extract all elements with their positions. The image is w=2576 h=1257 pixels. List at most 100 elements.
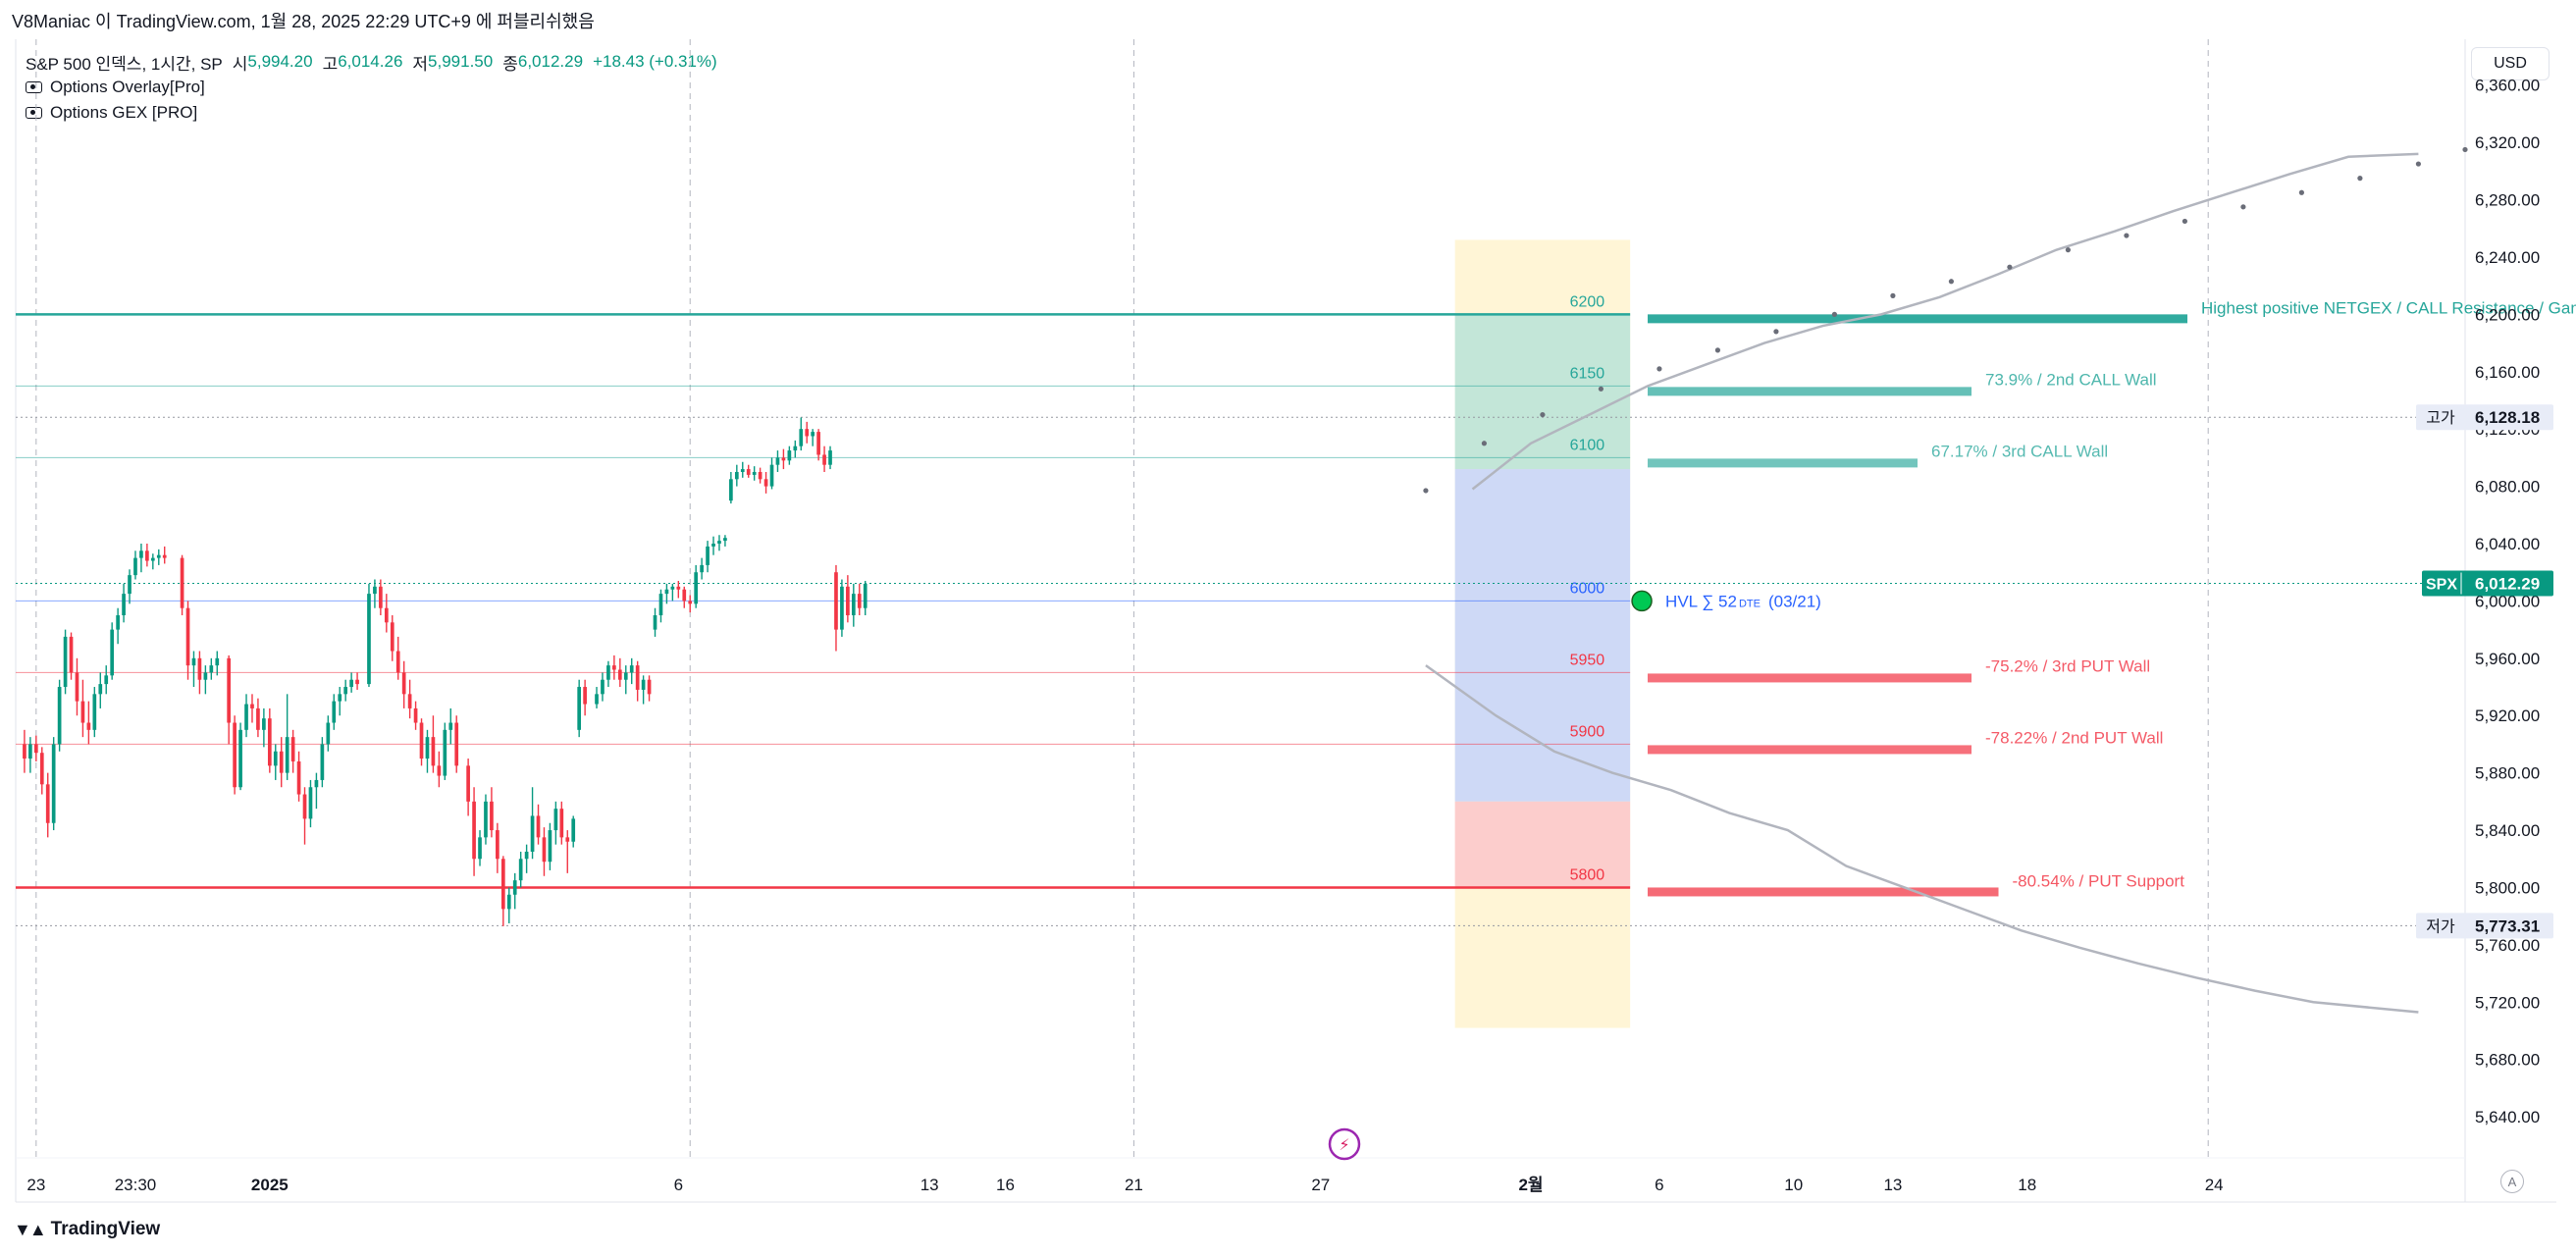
- candle-body: [373, 586, 377, 595]
- candle-body: [816, 432, 820, 455]
- projection-dot: [2357, 176, 2363, 182]
- candle-body: [635, 665, 640, 690]
- projection-dot: [1890, 292, 1896, 298]
- price-tick-label: 5,920.00: [2475, 707, 2540, 725]
- candle-body: [233, 722, 237, 788]
- candle-body: [180, 557, 184, 608]
- candle-body: [734, 471, 739, 480]
- zone-neutral-zone: [1454, 469, 1631, 802]
- currency-selector[interactable]: USD: [2471, 47, 2550, 80]
- time-tick-label: 2월: [1518, 1176, 1543, 1194]
- close-label: 종: [502, 54, 518, 74]
- candle-body: [670, 586, 675, 590]
- current-price-value: 6,012.29: [2475, 574, 2540, 593]
- candle-body: [601, 679, 605, 695]
- tradingview-logo: ▼▲ TradingView: [14, 1219, 160, 1240]
- candle-body: [355, 679, 359, 685]
- candle-body: [139, 550, 143, 558]
- price-tick-label: 6,360.00: [2475, 77, 2540, 95]
- price-tick-label: 5,680.00: [2475, 1051, 2540, 1070]
- candle-body: [781, 457, 786, 461]
- candle-body: [805, 429, 810, 437]
- eye-icon[interactable]: [26, 107, 42, 119]
- projection-dot: [1656, 366, 1662, 372]
- extreme-price-value: 6,128.18: [2475, 408, 2540, 427]
- candle-body: [326, 722, 331, 745]
- strike-label: 5950: [1570, 652, 1605, 668]
- tradingview-logo-icon: ▼▲: [14, 1219, 47, 1239]
- gex-bar: [1648, 458, 1919, 468]
- auto-scale-button[interactable]: A: [2500, 1170, 2524, 1193]
- candle-body: [769, 464, 774, 487]
- candle-body: [740, 469, 745, 472]
- hvl-dte-label: DTE: [1739, 598, 1761, 609]
- upper-projection-line: [1471, 152, 2419, 491]
- candle-body: [793, 445, 798, 451]
- candle-body: [209, 665, 214, 673]
- indicator-row[interactable]: Options Overlay[Pro]: [26, 75, 727, 100]
- candle-body: [857, 594, 862, 608]
- candle-body: [729, 479, 733, 501]
- candle-body: [116, 615, 120, 630]
- projection-dot: [2124, 233, 2129, 238]
- candle-body: [717, 541, 721, 545]
- projection-dot: [1773, 329, 1779, 335]
- symbol-title[interactable]: S&P 500 인덱스, 1시간, SP: [26, 54, 223, 74]
- candle-body: [496, 830, 499, 860]
- candle-body: [110, 629, 115, 676]
- candle-body: [612, 665, 616, 670]
- extreme-price-tag: [2416, 913, 2553, 939]
- time-tick-label: 23:30: [115, 1176, 157, 1194]
- candle-body: [332, 701, 337, 723]
- gex-bar-label: -78.22% / 2nd PUT Wall: [1985, 728, 2163, 747]
- time-tick-label: 2025: [251, 1176, 289, 1194]
- gex-bar: [1648, 887, 1999, 897]
- candle-body: [834, 572, 838, 630]
- gex-bar-label: 73.9% / 2nd CALL Wall: [1985, 370, 2157, 389]
- candle-body: [437, 765, 442, 776]
- candle-body: [384, 607, 389, 623]
- indicator-name[interactable]: Options Overlay[Pro]: [50, 78, 205, 96]
- price-tick-label: 6,280.00: [2475, 191, 2540, 210]
- extreme-price-label: 저가: [2426, 917, 2455, 935]
- low-value: 5,991.50: [428, 52, 494, 71]
- candle-body: [314, 779, 319, 788]
- gex-bar: [1648, 387, 1972, 396]
- projection-dot: [2065, 247, 2072, 253]
- candle-body: [343, 687, 348, 695]
- projection-dot: [2182, 218, 2188, 225]
- candle-body: [413, 707, 418, 723]
- candle-body: [524, 851, 529, 860]
- candle-body: [92, 694, 97, 730]
- time-tick-label: 27: [1311, 1176, 1330, 1194]
- candle-body: [577, 687, 582, 730]
- hvl-label: HVL ∑ 52: [1665, 592, 1737, 610]
- gex-bar: [1648, 745, 1972, 755]
- projection-dot: [2007, 264, 2013, 270]
- candle-body: [828, 450, 832, 465]
- gex-bar-label: -80.54% / PUT Support: [2013, 871, 2185, 890]
- hvl-icon: [1631, 590, 1653, 612]
- candle-body: [122, 594, 126, 616]
- candle-body: [145, 550, 149, 561]
- time-tick-label: 6: [674, 1176, 683, 1194]
- candle-body: [80, 701, 85, 723]
- candle-body: [367, 594, 371, 685]
- candle-body: [472, 801, 476, 860]
- indicator-name[interactable]: Options GEX [PRO]: [50, 103, 198, 122]
- eye-icon[interactable]: [26, 81, 42, 93]
- candle-body: [262, 718, 266, 730]
- gex-bar-label: Highest positive NETGEX / CALL Resistanc…: [2201, 298, 2576, 317]
- candle-body: [706, 546, 710, 565]
- price-tick-label: 6,160.00: [2475, 363, 2540, 382]
- zone-put-zone: [1454, 801, 1631, 888]
- candle-body: [338, 694, 342, 702]
- candle-body: [664, 589, 669, 595]
- candle-body: [711, 544, 715, 547]
- indicator-row[interactable]: Options GEX [PRO]: [26, 100, 727, 126]
- extreme-price-label: 고가: [2426, 409, 2455, 427]
- candle-body: [658, 594, 663, 616]
- candle-body: [250, 704, 254, 708]
- candle-body: [33, 744, 38, 754]
